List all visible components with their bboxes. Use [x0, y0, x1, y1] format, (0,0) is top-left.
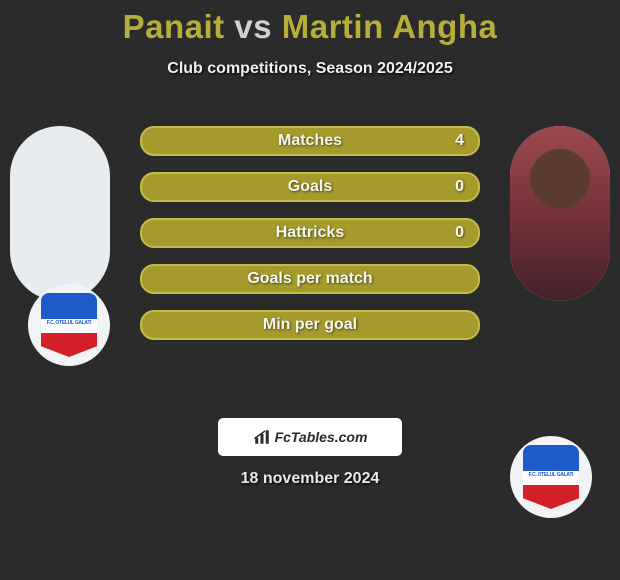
page-title: Panait vs Martin Angha [0, 0, 620, 46]
attribution-badge: FcTables.com [218, 418, 402, 456]
title-player2: Martin Angha [282, 8, 498, 45]
stat-bar-label: Goals per match [142, 266, 478, 292]
player2-photo [510, 126, 610, 301]
player1-club-crest: F.C. OTELUL GALATI [28, 284, 110, 366]
stat-bar: Min per goal [140, 310, 480, 340]
stat-bars: Matches4Goals0Hattricks0Goals per matchM… [140, 126, 480, 356]
stat-bar: Goals0 [140, 172, 480, 202]
stat-bar: Hattricks0 [140, 218, 480, 248]
stat-bar: Goals per match [140, 264, 480, 294]
attribution-text: FcTables.com [275, 429, 368, 445]
title-vs: vs [234, 8, 272, 45]
date-label: 18 november 2024 [0, 470, 620, 488]
crest-icon: F.C. OTELUL GALATI [41, 293, 97, 357]
stat-bar-label: Min per goal [142, 312, 478, 338]
stat-bar-value-right: 0 [455, 220, 464, 246]
stat-bar-label: Goals [142, 174, 478, 200]
stat-bar: Matches4 [140, 126, 480, 156]
chart-icon [253, 428, 271, 446]
player2-avatar [510, 126, 610, 301]
comparison-panel: F.C. OTELUL GALATI F.C. OTELUL GALATI Ma… [0, 106, 620, 426]
stat-bar-value-right: 0 [455, 174, 464, 200]
stat-bar-label: Matches [142, 128, 478, 154]
player1-avatar [10, 126, 110, 301]
stat-bar-label: Hattricks [142, 220, 478, 246]
title-player1: Panait [123, 8, 225, 45]
stat-bar-value-right: 4 [455, 128, 464, 154]
subtitle: Club competitions, Season 2024/2025 [0, 60, 620, 78]
